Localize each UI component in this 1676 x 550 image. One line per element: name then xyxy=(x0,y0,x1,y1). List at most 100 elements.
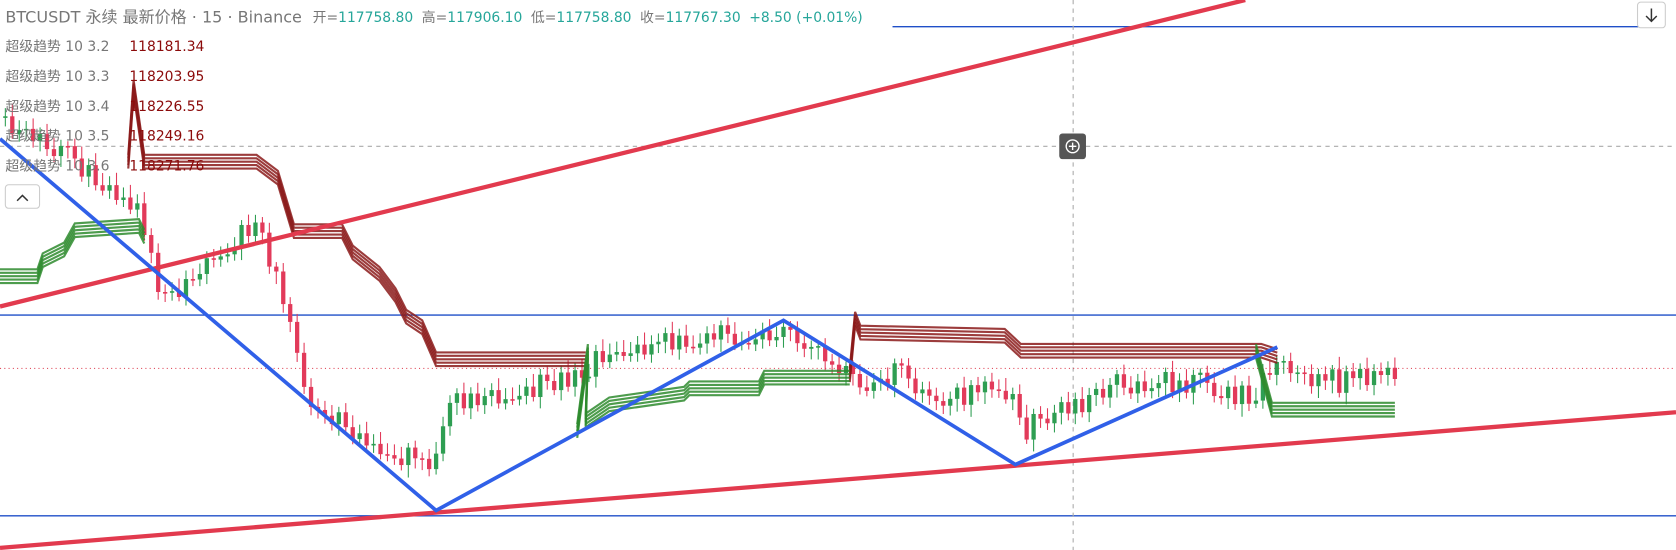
candle-body xyxy=(1038,413,1043,419)
candle-body xyxy=(385,454,390,456)
indicator-name: 超级趋势 10 3.2 xyxy=(5,39,109,55)
candle-body xyxy=(392,455,397,459)
candle-body xyxy=(454,393,460,403)
candle-body xyxy=(906,365,911,379)
supertrend-line xyxy=(848,325,1278,383)
up-icon xyxy=(16,194,29,202)
candle-body xyxy=(1093,388,1099,396)
candle-body xyxy=(135,203,140,210)
candle-body xyxy=(788,326,793,330)
candle-body xyxy=(301,352,307,387)
candle-body xyxy=(51,149,57,157)
candle-body xyxy=(774,336,779,341)
candle-body xyxy=(510,399,515,401)
candle-body xyxy=(1364,368,1370,386)
plus-icon xyxy=(1065,139,1080,154)
candle-body xyxy=(677,335,682,350)
candle-body xyxy=(503,399,508,404)
candle-body xyxy=(475,393,480,406)
candle-body xyxy=(691,346,696,349)
candle-body xyxy=(447,402,453,427)
candle-body xyxy=(322,409,328,416)
candle-body xyxy=(517,395,522,400)
supertrend-line xyxy=(576,343,850,425)
candle-body xyxy=(72,146,77,159)
supertrend-line xyxy=(0,228,146,281)
candle-body xyxy=(899,363,904,366)
candles xyxy=(3,103,1398,478)
candle-body xyxy=(961,387,967,405)
candle-body xyxy=(913,378,918,394)
candle-body xyxy=(225,254,230,257)
candle-body xyxy=(1121,374,1127,388)
candle-body xyxy=(656,341,661,345)
candle-body xyxy=(802,343,807,349)
candle-body xyxy=(336,412,341,425)
candle-body xyxy=(642,344,647,355)
candle-body xyxy=(1295,372,1300,375)
candle-body xyxy=(823,346,828,362)
indicator-value: 118271.76 xyxy=(129,159,204,175)
collapse-button[interactable] xyxy=(4,184,41,209)
candle-body xyxy=(378,443,383,455)
supertrend-line xyxy=(0,231,146,285)
candle-body xyxy=(211,258,216,260)
candle-body xyxy=(704,333,710,344)
indicator-value: 118249.16 xyxy=(129,129,204,145)
candle-body xyxy=(697,343,703,348)
supertrend-line xyxy=(127,83,586,357)
candle-body xyxy=(343,412,348,428)
ohlc-value: 117906.10 xyxy=(447,10,522,26)
candle-body xyxy=(1156,383,1161,389)
candle-body xyxy=(218,256,223,260)
candle-body xyxy=(183,279,189,297)
candle-body xyxy=(1219,396,1224,399)
candle-body xyxy=(489,390,494,397)
candle-body xyxy=(607,354,612,363)
candle-body xyxy=(1337,369,1342,393)
supertrend-line xyxy=(127,90,586,364)
indicator-name: 超级趋势 10 3.4 xyxy=(5,99,109,115)
candle-body xyxy=(850,365,856,375)
candle-body xyxy=(17,130,22,135)
supertrend-line xyxy=(848,314,1278,372)
supertrend xyxy=(0,79,1395,439)
candle-body xyxy=(614,351,619,355)
candle-body xyxy=(427,458,432,470)
candle-body xyxy=(1045,418,1050,424)
candle-body xyxy=(420,458,425,460)
candle-body xyxy=(1309,373,1314,387)
candle-body xyxy=(1031,413,1036,440)
candle-body xyxy=(121,197,126,200)
indicator-name: 超级趋势 10 3.5 xyxy=(5,129,109,145)
ohlc-label: 收= xyxy=(640,10,666,26)
candle-body xyxy=(107,185,112,191)
ohlc-value: 117767.30 xyxy=(666,10,741,26)
ohlc-label: 高= xyxy=(422,9,448,26)
candle-body xyxy=(781,326,786,337)
candle-body xyxy=(1378,371,1384,375)
candle-body xyxy=(684,335,689,347)
supertrend-line xyxy=(848,311,1278,369)
indicator-name: 超级趋势 10 3.6 xyxy=(5,159,109,175)
candle-body xyxy=(93,165,98,186)
candle-body xyxy=(732,333,737,345)
candle-body xyxy=(663,333,668,342)
candle-body xyxy=(1052,412,1057,424)
candle-body xyxy=(308,386,314,407)
candle-body xyxy=(892,363,897,385)
candle-body xyxy=(1149,388,1154,392)
supertrend-line xyxy=(1254,343,1395,404)
candle-body xyxy=(857,374,863,388)
candle-body xyxy=(79,158,84,177)
candle-body xyxy=(809,346,814,349)
legend: BTCUSDT 永续 最新价格 · 15 · Binance 开= 117758.8… xyxy=(5,8,862,175)
candle-body xyxy=(559,372,564,391)
candle-body xyxy=(1267,373,1272,375)
candle-body xyxy=(30,128,36,141)
candle-body xyxy=(600,351,605,363)
candle-body xyxy=(169,291,175,293)
candle-body xyxy=(1371,371,1377,386)
candle-body xyxy=(1232,386,1238,405)
